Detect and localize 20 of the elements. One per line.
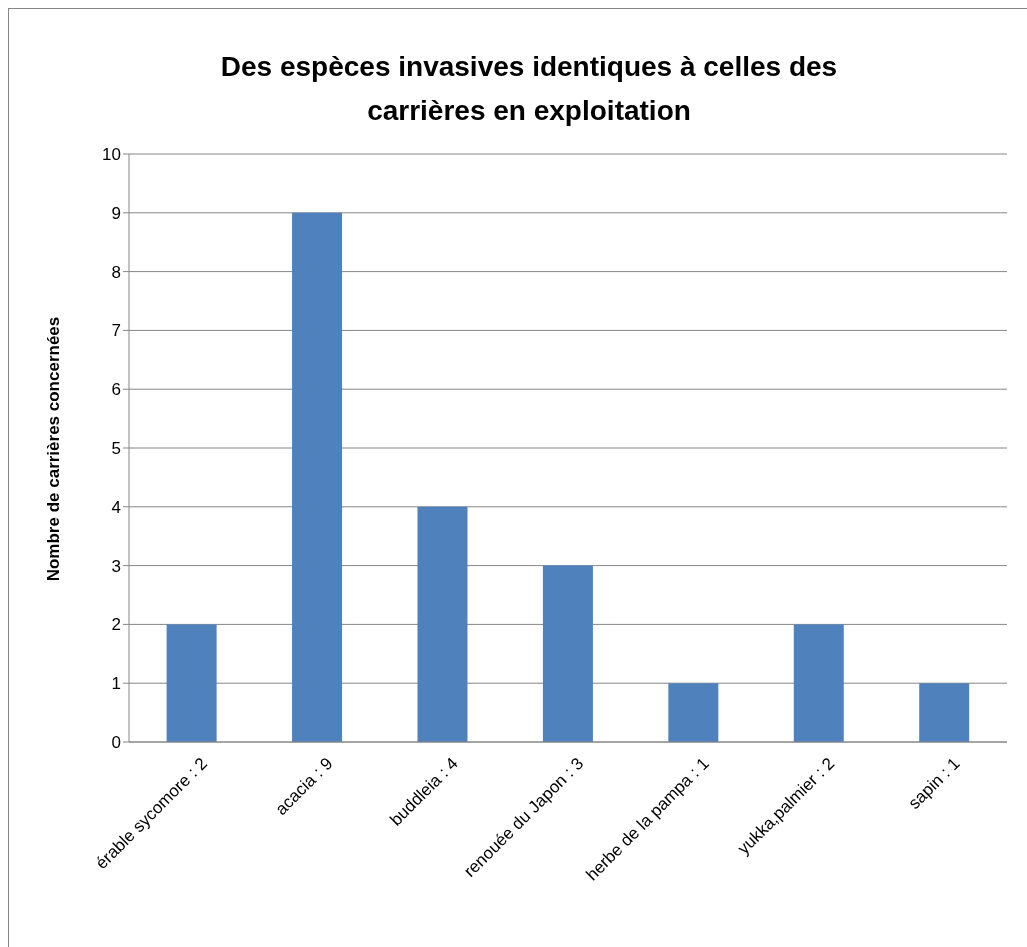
bar [292, 212, 343, 742]
bar [793, 624, 844, 742]
y-tick-label: 4 [111, 497, 121, 517]
bar [417, 506, 468, 742]
y-tick-label: 9 [111, 203, 121, 223]
y-tick-label: 0 [111, 733, 121, 753]
chart-title: Des espèces invasives identiques à celles des carrières en exploitation [219, 50, 839, 128]
bar [166, 624, 217, 742]
y-axis-title: Nombre de carrières concernées [44, 316, 64, 582]
y-tick-label: 5 [111, 439, 121, 459]
y-tick-label: 3 [111, 556, 121, 576]
y-tick-label: 1 [111, 674, 121, 694]
y-tick-label: 6 [111, 380, 121, 400]
y-tick-label: 10 [102, 145, 121, 165]
y-tick-label: 7 [111, 321, 121, 341]
bar [542, 565, 593, 742]
y-tick-label: 2 [111, 615, 121, 635]
bar [919, 683, 970, 742]
bar [668, 683, 719, 742]
y-tick-label: 8 [111, 262, 121, 282]
